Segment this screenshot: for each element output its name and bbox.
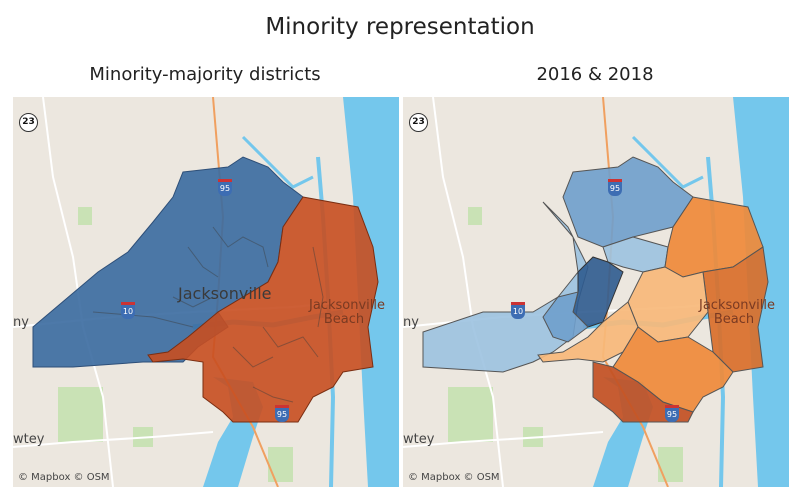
edge-place-label: ny xyxy=(403,315,419,330)
edge-place-label: wtey xyxy=(403,432,435,447)
left-map-subtitle: Minority-majority districts xyxy=(89,64,321,85)
road xyxy=(403,431,604,448)
interstate-95-shield-icon: 95 xyxy=(665,405,679,422)
right-map-subtitle: 2016 & 2018 xyxy=(536,64,654,85)
district-minority-majority xyxy=(147,196,379,423)
edge-place-label: wtey xyxy=(13,432,45,447)
road xyxy=(432,97,504,487)
right-map-canvas[interactable] xyxy=(403,97,789,487)
district-westside xyxy=(542,291,589,343)
park xyxy=(78,207,92,225)
district-beaches xyxy=(702,246,769,373)
park xyxy=(268,447,293,482)
park xyxy=(658,447,683,482)
district-southwest xyxy=(537,301,639,363)
edge-place-label: ny xyxy=(13,315,29,330)
road xyxy=(13,431,214,448)
park xyxy=(58,387,103,442)
city-label-jacksonville: Jacksonville xyxy=(178,284,272,303)
chart-title: Minority representation xyxy=(265,14,535,40)
nassau-river xyxy=(241,135,314,189)
map-attribution[interactable]: © Mapbox © OSM xyxy=(408,472,500,483)
route-23-shield-icon: 23 xyxy=(19,113,38,132)
city-label-jacksonville-beach: Jacksonville Beach xyxy=(699,298,775,327)
city-label-jacksonville-beach: Jacksonville Beach xyxy=(309,298,385,327)
district-west xyxy=(422,201,589,373)
interstate-95-shield-icon: 95 xyxy=(275,405,289,422)
interstate-95-shield-icon: 95 xyxy=(218,179,232,196)
district-borders xyxy=(92,226,324,403)
left-map-canvas[interactable] xyxy=(13,97,399,487)
nassau-river xyxy=(631,135,704,189)
left-map-panel[interactable]: 23 95 10 95 Jacksonville Jacksonville Bea… xyxy=(13,97,399,487)
park xyxy=(448,387,493,442)
right-map-panel[interactable]: 23 95 10 95 Jacksonville Beach ny wtey © … xyxy=(403,97,789,487)
route-23-shield-icon: 23 xyxy=(409,113,428,132)
interstate-10-shield-icon: 10 xyxy=(121,302,135,319)
park xyxy=(468,207,482,225)
interstate-10-shield-icon: 10 xyxy=(511,302,525,319)
map-attribution[interactable]: © Mapbox © OSM xyxy=(18,472,110,483)
interstate-95-shield-icon: 95 xyxy=(608,179,622,196)
